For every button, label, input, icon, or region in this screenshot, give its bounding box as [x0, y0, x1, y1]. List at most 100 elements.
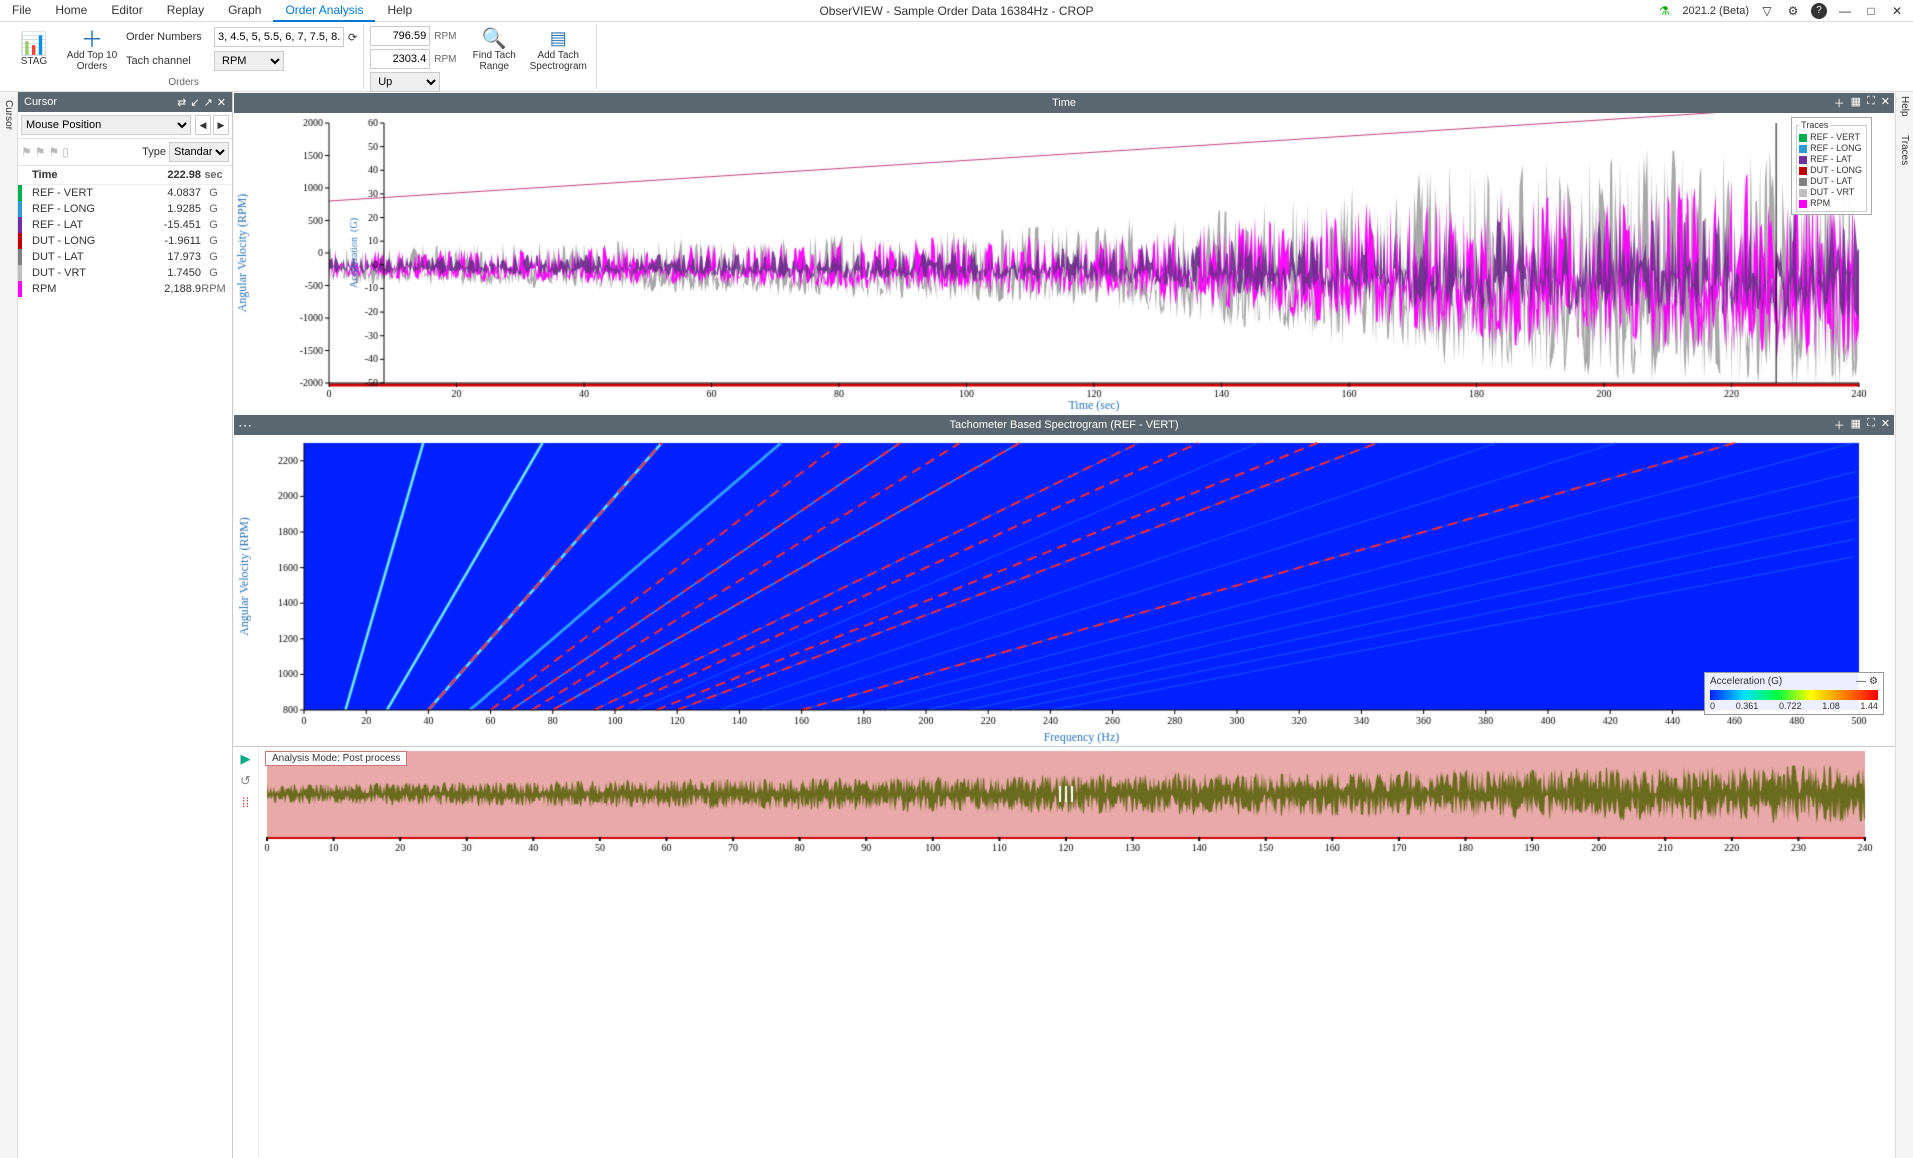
right-sidetab: Help Traces — [1895, 92, 1913, 1158]
menu-home[interactable]: Home — [43, 0, 99, 22]
spec-grid-icon[interactable]: ▦ — [1851, 417, 1861, 433]
time-legend: Traces REF - VERTREF - LONGREF - LATDUT … — [1791, 117, 1872, 215]
order-numbers-input[interactable] — [214, 27, 344, 47]
minimize-icon[interactable]: — — [1837, 3, 1853, 19]
colorbar-gear-icon[interactable]: ⚙ — [1869, 676, 1878, 687]
add-icon[interactable]: ＋ — [1834, 95, 1845, 111]
legend-item[interactable]: DUT - LONG — [1799, 165, 1862, 176]
gear-icon[interactable]: ⚙ — [1785, 3, 1801, 19]
flag2-icon[interactable]: ⚑ — [35, 145, 46, 159]
table-row[interactable]: REF - VERT4.0837G — [18, 185, 232, 201]
stag-icon: 📊 — [22, 32, 46, 56]
legend-item[interactable]: REF - VERT — [1799, 132, 1862, 143]
spec-canvas[interactable] — [234, 435, 1874, 745]
menu-editor[interactable]: Editor — [99, 0, 154, 22]
filter-icon[interactable]: ▽ — [1759, 3, 1775, 19]
version-label: 2021.2 (Beta) — [1682, 5, 1749, 17]
order-numbers-label: Order Numbers — [126, 31, 210, 43]
mini-canvas[interactable] — [259, 747, 1873, 855]
ribbon: 📊 STAG ＋ Add Top 10 Orders Order Numbers… — [0, 22, 1913, 92]
plot-close-icon[interactable]: ✕ — [1881, 95, 1890, 111]
undo-icon[interactable]: ↺ — [240, 773, 251, 789]
spec-close-icon[interactable]: ✕ — [1881, 417, 1890, 433]
legend-item[interactable]: DUT - LAT — [1799, 176, 1862, 187]
cursor-mode-select[interactable]: Mouse Position — [21, 115, 191, 135]
tach-channel-select[interactable]: RPM — [214, 51, 284, 71]
fullscreen-icon[interactable]: ⛶ — [1867, 95, 1875, 111]
rpm-hi-input[interactable] — [370, 49, 430, 69]
type-select[interactable]: Standard — [169, 142, 229, 162]
left-sidetab: Cursor — [0, 92, 18, 1158]
flag1-icon[interactable]: ⚑ — [21, 145, 32, 159]
find-tach-button[interactable]: 🔍 Find Tach Range — [468, 24, 520, 74]
menu-help[interactable]: Help — [375, 0, 424, 22]
spec-add-icon[interactable]: ＋ — [1834, 417, 1845, 433]
window-title: ObserVIEW - Sample Order Data 16384Hz - … — [819, 4, 1093, 18]
rpm-lo-input[interactable] — [370, 26, 430, 46]
menu-order-analysis[interactable]: Order Analysis — [273, 0, 375, 22]
more-icon[interactable]: ⋯ — [238, 420, 252, 430]
stag-button[interactable]: 📊 STAG — [10, 24, 58, 74]
table-row[interactable]: DUT - VRT1.7450G — [18, 265, 232, 281]
markers-icon[interactable]: ⁞⁞ — [242, 795, 249, 810]
titlebar: FileHomeEditorReplayGraphOrder AnalysisH… — [0, 0, 1913, 22]
panel-close-icon[interactable]: ✕ — [217, 96, 226, 109]
menu-graph[interactable]: Graph — [216, 0, 273, 22]
stag-label: STAG — [21, 56, 47, 67]
flag3-icon[interactable]: ⚑ — [49, 145, 60, 159]
table-row[interactable]: RPM2,188.9RPM — [18, 281, 232, 297]
spec-fullscreen-icon[interactable]: ⛶ — [1867, 417, 1875, 433]
traces-tab[interactable]: Traces — [1899, 131, 1910, 169]
spectrogram-icon: ▤ — [546, 26, 570, 50]
play-icon[interactable]: ▶ — [241, 751, 251, 767]
expand-icon[interactable]: ↗ — [204, 96, 213, 109]
flag4-icon[interactable]: ▯ — [62, 145, 69, 159]
spectrogram-plot: ⋯ Tachometer Based Spectrogram (REF - VE… — [234, 415, 1894, 745]
collapse-icon[interactable]: ↙ — [190, 96, 199, 109]
col-time: Time — [24, 169, 151, 181]
cursor-panel-title: Cursor — [24, 96, 57, 108]
plus-icon: ＋ — [80, 26, 104, 50]
legend-item[interactable]: REF - LAT — [1799, 154, 1862, 165]
table-row[interactable]: REF - LAT-15.451G — [18, 217, 232, 233]
direction-select[interactable]: Up — [370, 72, 440, 92]
add-tach-spec-button[interactable]: ▤ Add Tach Spectrogram — [526, 24, 590, 74]
help-tab[interactable]: Help — [1899, 92, 1910, 121]
refresh-icon[interactable]: ⟳ — [348, 31, 357, 44]
table-row[interactable]: DUT - LONG-1.9611G — [18, 233, 232, 249]
add-top10-button[interactable]: ＋ Add Top 10 Orders — [64, 24, 120, 74]
col-unit: sec — [201, 169, 226, 181]
colorbar: Acceleration (G) — ⚙ 00.3610.7221.081.44 — [1704, 672, 1884, 715]
tach-channel-label: Tach channel — [126, 55, 210, 67]
legend-item[interactable]: REF - LONG — [1799, 143, 1862, 154]
table-row[interactable]: REF - LONG1.9285G — [18, 201, 232, 217]
table-row[interactable]: DUT - LAT17.973G — [18, 249, 232, 265]
orders-group-label: Orders — [10, 76, 357, 89]
help-icon[interactable]: ? — [1811, 3, 1827, 19]
main-menu: FileHomeEditorReplayGraphOrder AnalysisH… — [0, 0, 424, 22]
analysis-mode-badge: Analysis Mode: Post process — [265, 751, 407, 766]
menu-replay[interactable]: Replay — [155, 0, 216, 22]
prev-cursor-button[interactable]: ◀ — [195, 115, 211, 135]
legend-item[interactable]: RPM — [1799, 198, 1862, 209]
time-plot-title: Time — [1052, 97, 1076, 109]
col-val: 222.98 — [151, 169, 201, 181]
grid-icon[interactable]: ▦ — [1851, 95, 1861, 111]
swap-icon[interactable]: ⇄ — [177, 96, 186, 109]
menu-file[interactable]: File — [0, 0, 43, 22]
time-canvas[interactable] — [234, 113, 1874, 413]
cursor-data-table: Time 222.98 sec REF - VERT4.0837GREF - L… — [18, 166, 232, 297]
time-plot: Time ＋ ▦ ⛶ ✕ Traces REF - VERTREF - LONG… — [234, 93, 1894, 413]
legend-title: Traces — [1799, 120, 1830, 130]
colorbar-title: Acceleration (G) — [1710, 676, 1782, 687]
rpm-unit-2: RPM — [434, 54, 462, 65]
cursor-tab[interactable]: Cursor — [3, 96, 14, 134]
close-icon[interactable]: ✕ — [1889, 3, 1905, 19]
next-cursor-button[interactable]: ▶ — [213, 115, 229, 135]
colorbar-min-icon[interactable]: — — [1856, 676, 1866, 687]
maximize-icon[interactable]: □ — [1863, 3, 1879, 19]
find-tach-label: Find Tach Range — [468, 50, 520, 72]
share-icon[interactable]: ⚗ — [1656, 3, 1672, 19]
cursor-panel: Cursor ⇄ ↙ ↗ ✕ Mouse Position ◀ ▶ ⚑ ⚑ ⚑ … — [18, 92, 233, 1158]
legend-item[interactable]: DUT - VRT — [1799, 187, 1862, 198]
